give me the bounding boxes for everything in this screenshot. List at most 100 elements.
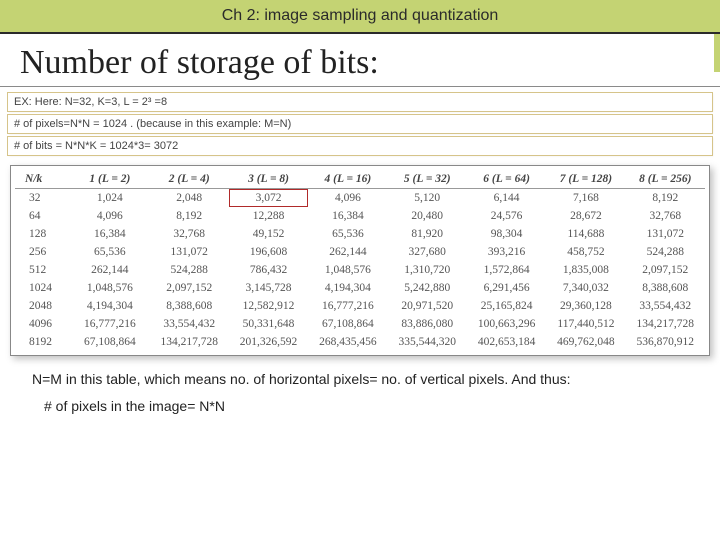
table-cell: 5,242,880 bbox=[388, 279, 467, 297]
table-cell: 28,672 bbox=[546, 207, 625, 225]
table-rowhead: 32 bbox=[15, 189, 70, 208]
table-cell: 3,072 bbox=[229, 189, 308, 208]
table-cell: 12,582,912 bbox=[229, 297, 308, 315]
table-row: 409616,777,21633,554,43250,331,64867,108… bbox=[15, 315, 705, 333]
table-cell: 335,544,320 bbox=[388, 333, 467, 351]
title-wrap: Number of storage of bits: bbox=[0, 34, 720, 87]
bits-table: N/k1 (L = 2)2 (L = 4)3 (L = 8)4 (L = 16)… bbox=[15, 170, 705, 351]
table-cell: 536,870,912 bbox=[626, 333, 705, 351]
table-cell: 49,152 bbox=[229, 225, 308, 243]
bits-table-body: 321,0242,0483,0724,0965,1206,1447,1688,1… bbox=[15, 189, 705, 352]
table-cell: 134,217,728 bbox=[150, 333, 229, 351]
table-cell: 16,384 bbox=[70, 225, 149, 243]
table-cell: 1,310,720 bbox=[388, 261, 467, 279]
table-col-header: 8 (L = 256) bbox=[626, 170, 705, 189]
table-cell: 7,340,032 bbox=[546, 279, 625, 297]
info-row-1: EX: Here: N=32, K=3, L = 2³ =8 bbox=[8, 93, 712, 111]
table-col-header: 2 (L = 4) bbox=[150, 170, 229, 189]
table-row: 12816,38432,76849,15265,53681,92098,304 1… bbox=[15, 225, 705, 243]
table-cell: 131,072 bbox=[626, 225, 705, 243]
table-cell: 8,388,608 bbox=[626, 279, 705, 297]
table-col-header: N/k bbox=[15, 170, 70, 189]
table-rowhead: 64 bbox=[15, 207, 70, 225]
table-rowhead: 512 bbox=[15, 261, 70, 279]
table-cell: 25,165,824 bbox=[467, 297, 546, 315]
table-col-header: 1 (L = 2) bbox=[70, 170, 149, 189]
info-row-3: # of bits = N*N*K = 1024*3= 3072 bbox=[8, 137, 712, 155]
table-cell: 29,360,128 bbox=[546, 297, 625, 315]
table-cell: 65,536 bbox=[308, 225, 387, 243]
table-rowhead: 8192 bbox=[15, 333, 70, 351]
table-cell: 98,304 bbox=[467, 225, 546, 243]
table-cell: 50,331,648 bbox=[229, 315, 308, 333]
table-rowhead: 4096 bbox=[15, 315, 70, 333]
table-cell: 201,326,592 bbox=[229, 333, 308, 351]
table-cell: 402,653,184 bbox=[467, 333, 546, 351]
table-cell: 24,576 bbox=[467, 207, 546, 225]
table-cell: 8,192 bbox=[150, 207, 229, 225]
table-rowhead: 2048 bbox=[15, 297, 70, 315]
table-cell: 524,288 bbox=[150, 261, 229, 279]
page-title: Number of storage of bits: bbox=[20, 44, 700, 82]
table-cell: 67,108,864 bbox=[308, 315, 387, 333]
table-rowhead: 256 bbox=[15, 243, 70, 261]
bits-table-wrap: N/k1 (L = 2)2 (L = 4)3 (L = 8)4 (L = 16)… bbox=[10, 165, 710, 356]
table-cell: 2,048 bbox=[150, 189, 229, 208]
table-cell: 2,097,152 bbox=[150, 279, 229, 297]
table-cell: 262,144 bbox=[308, 243, 387, 261]
table-col-header: 3 (L = 8) bbox=[229, 170, 308, 189]
table-col-header: 5 (L = 32) bbox=[388, 170, 467, 189]
table-cell: 100,663,296 bbox=[467, 315, 546, 333]
table-cell: 4,096 bbox=[70, 207, 149, 225]
table-cell: 32,768 bbox=[626, 207, 705, 225]
table-cell: 458,752 bbox=[546, 243, 625, 261]
table-cell: 33,554,432 bbox=[626, 297, 705, 315]
accent-strip bbox=[714, 34, 720, 72]
table-cell: 327,680 bbox=[388, 243, 467, 261]
table-cell: 131,072 bbox=[150, 243, 229, 261]
table-cell: 1,048,576 bbox=[70, 279, 149, 297]
table-cell: 1,572,864 bbox=[467, 261, 546, 279]
table-cell: 32,768 bbox=[150, 225, 229, 243]
table-cell: 3,145,728 bbox=[229, 279, 308, 297]
table-cell: 8,192 bbox=[626, 189, 705, 208]
table-cell: 117,440,512 bbox=[546, 315, 625, 333]
table-cell: 33,554,432 bbox=[150, 315, 229, 333]
table-cell: 8,388,608 bbox=[150, 297, 229, 315]
table-rowhead: 128 bbox=[15, 225, 70, 243]
table-cell: 81,920 bbox=[388, 225, 467, 243]
footer-block: N=M in this table, which means no. of ho… bbox=[32, 370, 696, 416]
table-cell: 12,288 bbox=[229, 207, 308, 225]
table-row: 819267,108,864134,217,728201,326,592268,… bbox=[15, 333, 705, 351]
table-col-header: 4 (L = 16) bbox=[308, 170, 387, 189]
table-cell: 16,777,216 bbox=[70, 315, 149, 333]
table-cell: 65,536 bbox=[70, 243, 149, 261]
table-cell: 393,216 bbox=[467, 243, 546, 261]
table-cell: 1,048,576 bbox=[308, 261, 387, 279]
table-cell: 469,762,048 bbox=[546, 333, 625, 351]
table-cell: 196,608 bbox=[229, 243, 308, 261]
table-row: 10241,048,5762,097,1523,145,7284,194,304… bbox=[15, 279, 705, 297]
table-cell: 786,432 bbox=[229, 261, 308, 279]
table-cell: 4,194,304 bbox=[70, 297, 149, 315]
table-rowhead: 1024 bbox=[15, 279, 70, 297]
table-cell: 5,120 bbox=[388, 189, 467, 208]
table-cell: 6,144 bbox=[467, 189, 546, 208]
footer-line-1: N=M in this table, which means no. of ho… bbox=[32, 370, 696, 389]
table-cell: 4,096 bbox=[308, 189, 387, 208]
table-cell: 16,777,216 bbox=[308, 297, 387, 315]
table-cell: 20,480 bbox=[388, 207, 467, 225]
table-cell: 524,288 bbox=[626, 243, 705, 261]
table-cell: 4,194,304 bbox=[308, 279, 387, 297]
table-row: 20484,194,3048,388,60812,582,91216,777,2… bbox=[15, 297, 705, 315]
table-cell: 6,291,456 bbox=[467, 279, 546, 297]
table-cell: 20,971,520 bbox=[388, 297, 467, 315]
table-cell: 83,886,080 bbox=[388, 315, 467, 333]
table-row: 321,0242,0483,0724,0965,1206,1447,1688,1… bbox=[15, 189, 705, 208]
info-row-2: # of pixels=N*N = 1024 . (because in thi… bbox=[8, 115, 712, 133]
chapter-header-bar: Ch 2: image sampling and quantization bbox=[0, 0, 720, 34]
table-row: 644,0968,19212,28816,38420,48024,57628,6… bbox=[15, 207, 705, 225]
table-cell: 262,144 bbox=[70, 261, 149, 279]
footer-line-2: # of pixels in the image= N*N bbox=[44, 397, 696, 416]
table-cell: 7,168 bbox=[546, 189, 625, 208]
